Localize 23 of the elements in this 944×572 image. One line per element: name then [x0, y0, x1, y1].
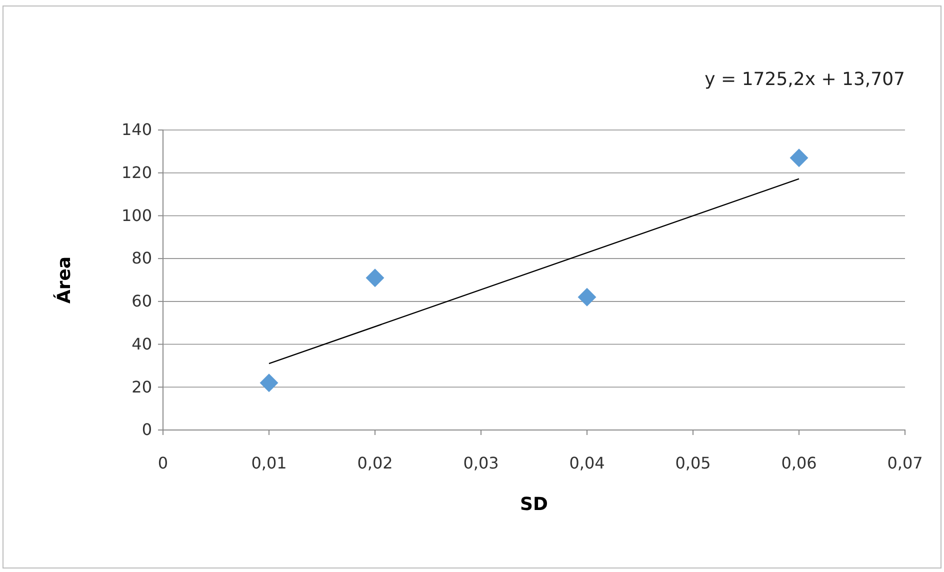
x-tick-label: 0,03 [463, 453, 499, 472]
point [366, 268, 384, 288]
x-tick-label: 0,05 [675, 453, 711, 472]
y-tick-label: 20 [132, 377, 152, 396]
y-axis-title: Área [53, 256, 75, 304]
text: y = 1725,2x + 13,707 [704, 69, 905, 90]
y-tick-label: 60 [132, 292, 152, 311]
y-tick-label: 140 [121, 120, 152, 140]
x-tick-label: 0,04 [569, 453, 605, 472]
y-tick-label: 120 [121, 162, 152, 182]
x-tick-label: 0,02 [357, 453, 393, 472]
point [260, 374, 278, 392]
y-tick-label: 40 [132, 334, 152, 354]
x-tick-label: 0,06 [781, 453, 817, 472]
y-tick-label: 100 [121, 206, 152, 225]
y-tick-label: 80 [132, 248, 152, 268]
x-tick-label: 0,01 [251, 453, 287, 472]
x-axis-title: SD [520, 494, 548, 515]
point [578, 288, 596, 306]
x-tick-label: 0 [158, 453, 168, 472]
point [790, 148, 808, 168]
y-tick-label: 0 [142, 420, 152, 440]
x-tick-label: 0,07 [887, 453, 923, 472]
